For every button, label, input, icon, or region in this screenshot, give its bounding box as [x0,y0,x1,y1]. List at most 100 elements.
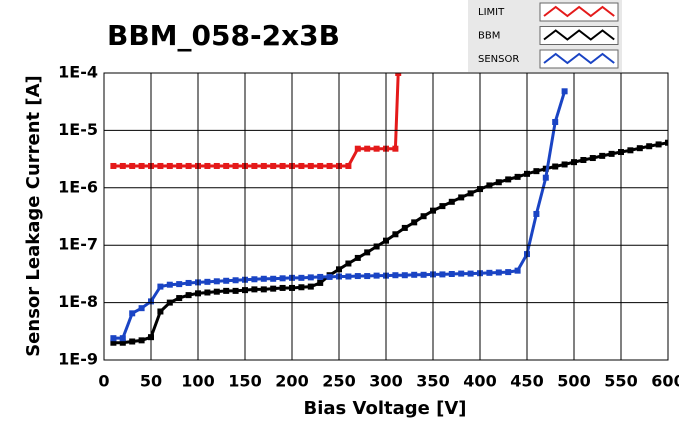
legend-label: LIMIT [478,7,505,18]
data-point [533,210,540,217]
data-point [166,281,173,288]
data-point [157,308,164,315]
data-point [307,274,314,281]
data-point [251,276,258,283]
data-point [185,292,192,299]
data-point [307,283,314,290]
legend-swatch [543,5,615,18]
data-point [260,162,267,169]
x-tick-label: 200 [275,372,308,391]
data-point [166,162,173,169]
data-point [533,168,540,175]
data-point [552,119,559,126]
data-point [646,143,653,150]
x-tick-label: 350 [416,372,449,391]
data-point [420,271,427,278]
legend-swatch-box [539,49,619,69]
x-tick-label: 400 [463,372,496,391]
data-point [279,162,286,169]
x-tick-label: 250 [322,372,355,391]
data-point [298,162,305,169]
legend-swatch [543,29,615,41]
data-point [354,273,361,280]
data-point [486,269,493,276]
data-point [317,279,324,286]
x-tick-label: 300 [369,372,402,391]
x-tick-label: 500 [557,372,590,391]
data-point [467,270,474,277]
data-point [411,219,418,226]
data-point [251,286,258,293]
x-tick-label: 600 [651,372,679,391]
data-point [298,274,305,281]
x-tick-label: 0 [98,372,109,391]
legend-swatch-box [539,26,619,45]
y-tick-label: 1E-7 [58,235,98,254]
data-point [138,337,145,344]
data-point [119,335,126,342]
data-point [185,162,192,169]
x-tick-label: 100 [181,372,214,391]
data-point [223,162,230,169]
data-point [110,162,117,169]
data-point [636,145,643,152]
data-point [176,295,183,302]
data-point [204,278,211,285]
data-point [176,281,183,288]
data-point [138,162,145,169]
y-tick-label: 1E-8 [58,292,98,311]
data-point [627,147,634,154]
data-point [354,145,361,152]
data-point [279,275,286,282]
data-point [467,190,474,197]
data-point [204,289,211,296]
data-point [279,284,286,291]
y-tick-label: 1E-4 [58,63,98,82]
data-point [270,162,277,169]
data-point [589,155,596,162]
data-point [401,272,408,279]
data-point [185,279,192,286]
data-point [176,162,183,169]
data-point [345,260,352,267]
data-point [213,288,220,295]
legend-swatch [543,52,615,65]
data-point [655,141,662,148]
data-point [232,162,239,169]
data-point [119,162,126,169]
chart-title: BBM_058-2x3B [107,19,340,52]
data-point [138,305,145,312]
data-point [495,269,502,276]
data-point [448,198,455,205]
data-point [392,231,399,238]
data-point [260,286,267,293]
legend-swatch-box [539,2,619,22]
data-point [395,73,402,76]
data-point [505,176,512,183]
data-point [458,270,465,277]
data-point [392,145,399,152]
y-axis-title: Sensor Leakage Current [A] [23,75,44,357]
data-point [157,162,164,169]
data-point [580,157,587,164]
data-point [486,182,493,189]
data-point [514,267,521,274]
data-point [110,339,117,346]
y-tick-label: 1E-9 [58,350,98,369]
data-point [270,285,277,292]
data-point [608,150,615,157]
data-point [110,335,117,342]
x-axis-title: Bias Voltage [V] [304,398,467,419]
data-point [364,145,371,152]
data-point [542,174,549,181]
y-tick-label: 1E-6 [58,177,98,196]
data-point [505,269,512,276]
x-tick-label: 150 [228,372,261,391]
data-point [392,272,399,279]
data-point [223,277,230,284]
data-point [251,162,258,169]
data-point [232,287,239,294]
x-tick-label: 50 [140,372,162,391]
x-tick-label: 450 [510,372,543,391]
